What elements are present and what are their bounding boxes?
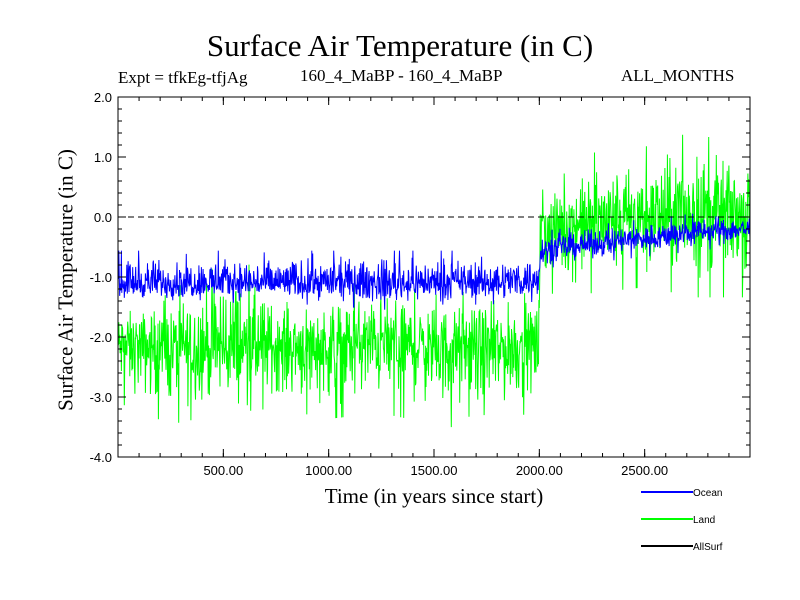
series-layer: [117, 134, 751, 428]
x-tick-label: 2500.00: [621, 463, 668, 478]
x-tick-label: 500.00: [203, 463, 243, 478]
y-tick-label: -2.0: [90, 330, 112, 345]
y-tick-label: 1.0: [94, 150, 112, 165]
x-tick-label: 1500.00: [411, 463, 458, 478]
series-ocean-line: [117, 213, 751, 310]
legend-ocean-label: Ocean: [693, 488, 722, 499]
x-tick-label: 1000.00: [305, 463, 352, 478]
months-label: ALL_MONTHS: [621, 66, 735, 85]
y-tick-label: 0.0: [94, 210, 112, 225]
legend: Ocean Land AllSurf: [641, 488, 723, 553]
x-tick-label: 2000.00: [516, 463, 563, 478]
y-tick-label: -3.0: [90, 390, 112, 405]
y-tick-label: 2.0: [94, 90, 112, 105]
run-comparison-label: 160_4_MaBP - 160_4_MaBP: [300, 66, 503, 85]
series-land-line: [117, 134, 751, 428]
axes-layer: -4.0 -3.0 -2.0 -1.0 0.0 1.0 2.0 500.00 1000.00 15…: [90, 90, 751, 478]
x-axis-title: Time (in years since start): [324, 484, 544, 508]
y-tick-label: -4.0: [90, 450, 112, 465]
legend-allsurf-label: AllSurf: [693, 542, 723, 553]
legend-land-label: Land: [693, 515, 715, 526]
y-tick-label: -1.0: [90, 270, 112, 285]
experiment-label: Expt = tfkEg-tfjAg: [118, 68, 248, 87]
chart-title: Surface Air Temperature (in C): [206, 28, 594, 63]
